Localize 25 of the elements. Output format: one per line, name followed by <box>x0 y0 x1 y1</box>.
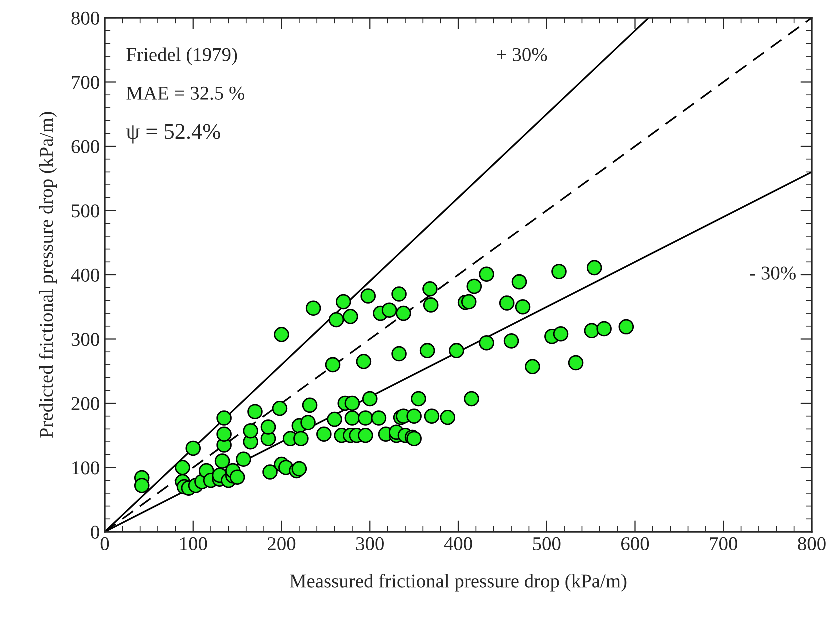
x-tick-label: 400 <box>444 537 472 551</box>
annotation: - 30% <box>750 266 796 280</box>
y-tick-label: 500 <box>72 204 100 218</box>
y-tick-label: 200 <box>72 397 100 410</box>
y-tick-label: 700 <box>72 76 100 90</box>
x-tick-label: 100 <box>180 537 208 551</box>
annotation: ψ = 52.4% <box>126 124 220 144</box>
x-tick-label: 300 <box>356 537 384 551</box>
x-tick-label: 200 <box>268 537 296 551</box>
y-tick-label: 600 <box>72 140 100 154</box>
annotation: + 30% <box>497 48 548 62</box>
x-tick-label: 600 <box>622 537 650 551</box>
x-axis-title: Meassured frictional pressure drop (kPa/m) <box>290 574 627 592</box>
annotation: MAE = 32.5 % <box>126 86 245 100</box>
y-axis-title: Predicted frictional pressure drop (kPa/m) <box>39 112 58 438</box>
x-tick-label: 500 <box>533 537 561 551</box>
x-tick-label: 0 <box>100 537 110 551</box>
annotation: Friedel (1979) <box>126 48 238 66</box>
y-tick-label: 0 <box>91 526 100 539</box>
x-tick-label: 800 <box>798 537 826 551</box>
y-tick-label: 400 <box>71 268 100 282</box>
x-tick-label: 700 <box>710 537 738 551</box>
y-tick-label: 300 <box>72 333 100 346</box>
y-tick-label: 100 <box>72 462 100 475</box>
y-tick-label: 800 <box>72 12 100 25</box>
